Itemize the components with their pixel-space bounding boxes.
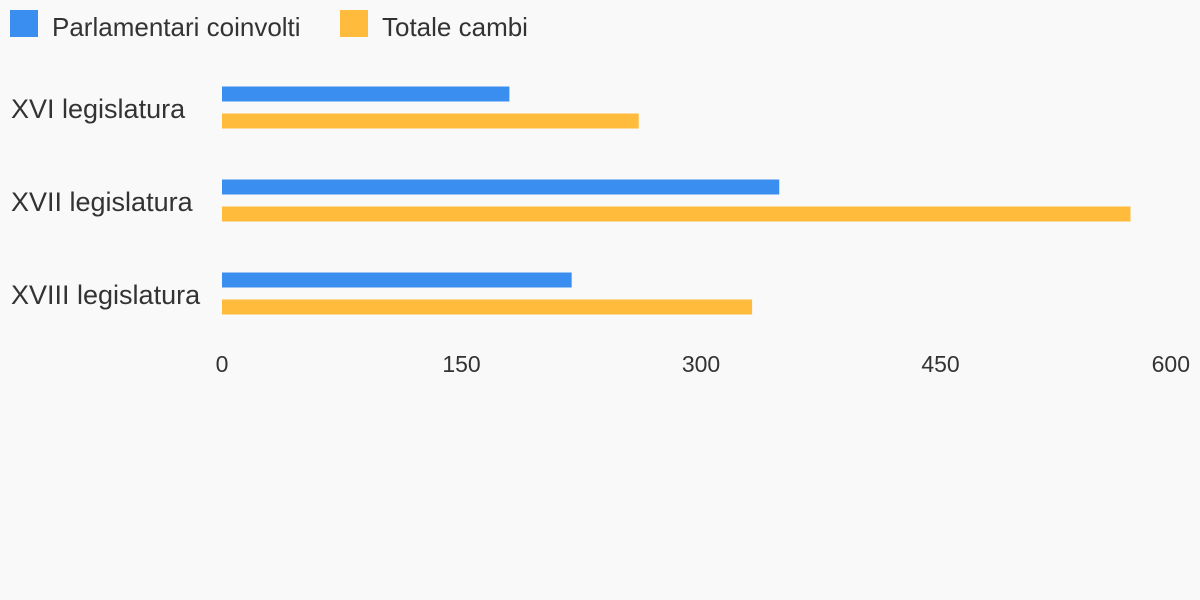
x-tick-label: 600	[1152, 351, 1190, 377]
category-label: XVII legislatura	[11, 187, 194, 217]
bar	[222, 113, 639, 129]
bar	[222, 86, 510, 102]
legend-item: Parlamentari coinvolti	[10, 10, 301, 42]
legend: Parlamentari coinvolti Totale cambi	[10, 10, 528, 42]
bar	[222, 299, 753, 315]
x-tick-label: 300	[682, 351, 720, 377]
category-labels: XVI legislatura XVII legislatura XVIII leg…	[11, 94, 201, 310]
x-tick-label: 150	[442, 351, 480, 377]
bars	[222, 86, 1131, 315]
x-axis: 0 150 300 450 600	[216, 351, 1190, 377]
bar	[222, 272, 572, 288]
bar	[222, 206, 1131, 222]
legend-swatch	[10, 10, 38, 37]
category-label: XVIII legislatura	[11, 280, 201, 310]
x-tick-label: 450	[921, 351, 959, 377]
legend-label: Parlamentari coinvolti	[52, 12, 301, 42]
legend-swatch	[340, 10, 368, 37]
category-label: XVI legislatura	[11, 94, 186, 124]
legend-label: Totale cambi	[382, 12, 528, 42]
legend-item: Totale cambi	[340, 10, 528, 42]
x-tick-label: 0	[216, 351, 229, 377]
bar	[222, 179, 780, 195]
